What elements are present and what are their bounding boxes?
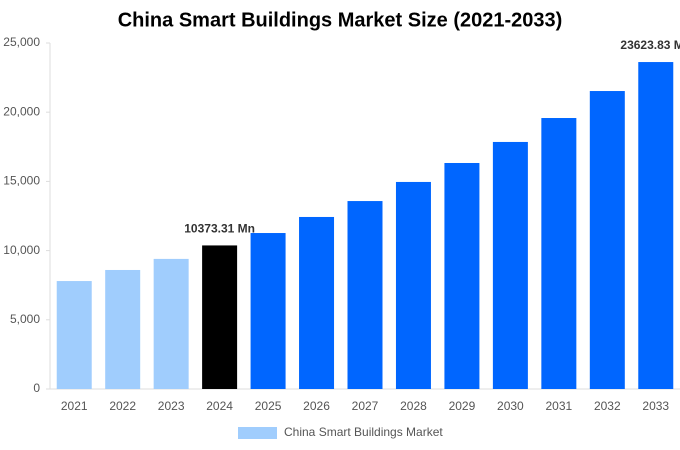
y-tick-label: 10,000 <box>3 243 40 257</box>
data-label: 23623.83 Mn <box>620 38 680 52</box>
bar <box>589 91 625 389</box>
x-tick-label: 2029 <box>449 399 476 413</box>
bar <box>347 201 383 389</box>
y-tick-label: 5,000 <box>10 312 40 326</box>
bar <box>492 141 528 389</box>
bar <box>395 181 431 389</box>
x-tick-label: 2030 <box>497 399 524 413</box>
bar <box>250 233 286 389</box>
x-tick-label: 2025 <box>255 399 282 413</box>
x-tick-label: 2031 <box>545 399 572 413</box>
x-tick-label: 2023 <box>158 399 185 413</box>
x-tick-label: 2021 <box>61 399 88 413</box>
y-tick-label: 20,000 <box>3 104 40 118</box>
x-tick-label: 2027 <box>352 399 379 413</box>
x-tick-label: 2032 <box>594 399 621 413</box>
bar <box>444 162 480 389</box>
bar <box>299 216 335 389</box>
x-tick-label: 2024 <box>206 399 233 413</box>
x-tick-label: 2022 <box>109 399 136 413</box>
legend-swatch <box>238 427 277 439</box>
y-tick-label: 0 <box>33 381 40 395</box>
data-label: 10373.31 Mn <box>184 222 255 236</box>
chart-title: China Smart Buildings Market Size (2021-… <box>118 9 563 31</box>
x-tick-label: 2033 <box>642 399 669 413</box>
legend-label: China Smart Buildings Market <box>284 425 443 439</box>
x-tick-label: 2026 <box>303 399 330 413</box>
y-tick-label: 25,000 <box>3 35 40 49</box>
bar <box>56 281 92 389</box>
bar <box>105 269 141 389</box>
bar <box>202 245 238 389</box>
y-tick-label: 15,000 <box>3 174 40 188</box>
bar <box>153 258 189 389</box>
bar <box>638 62 674 389</box>
bar <box>541 118 577 389</box>
x-tick-label: 2028 <box>400 399 427 413</box>
